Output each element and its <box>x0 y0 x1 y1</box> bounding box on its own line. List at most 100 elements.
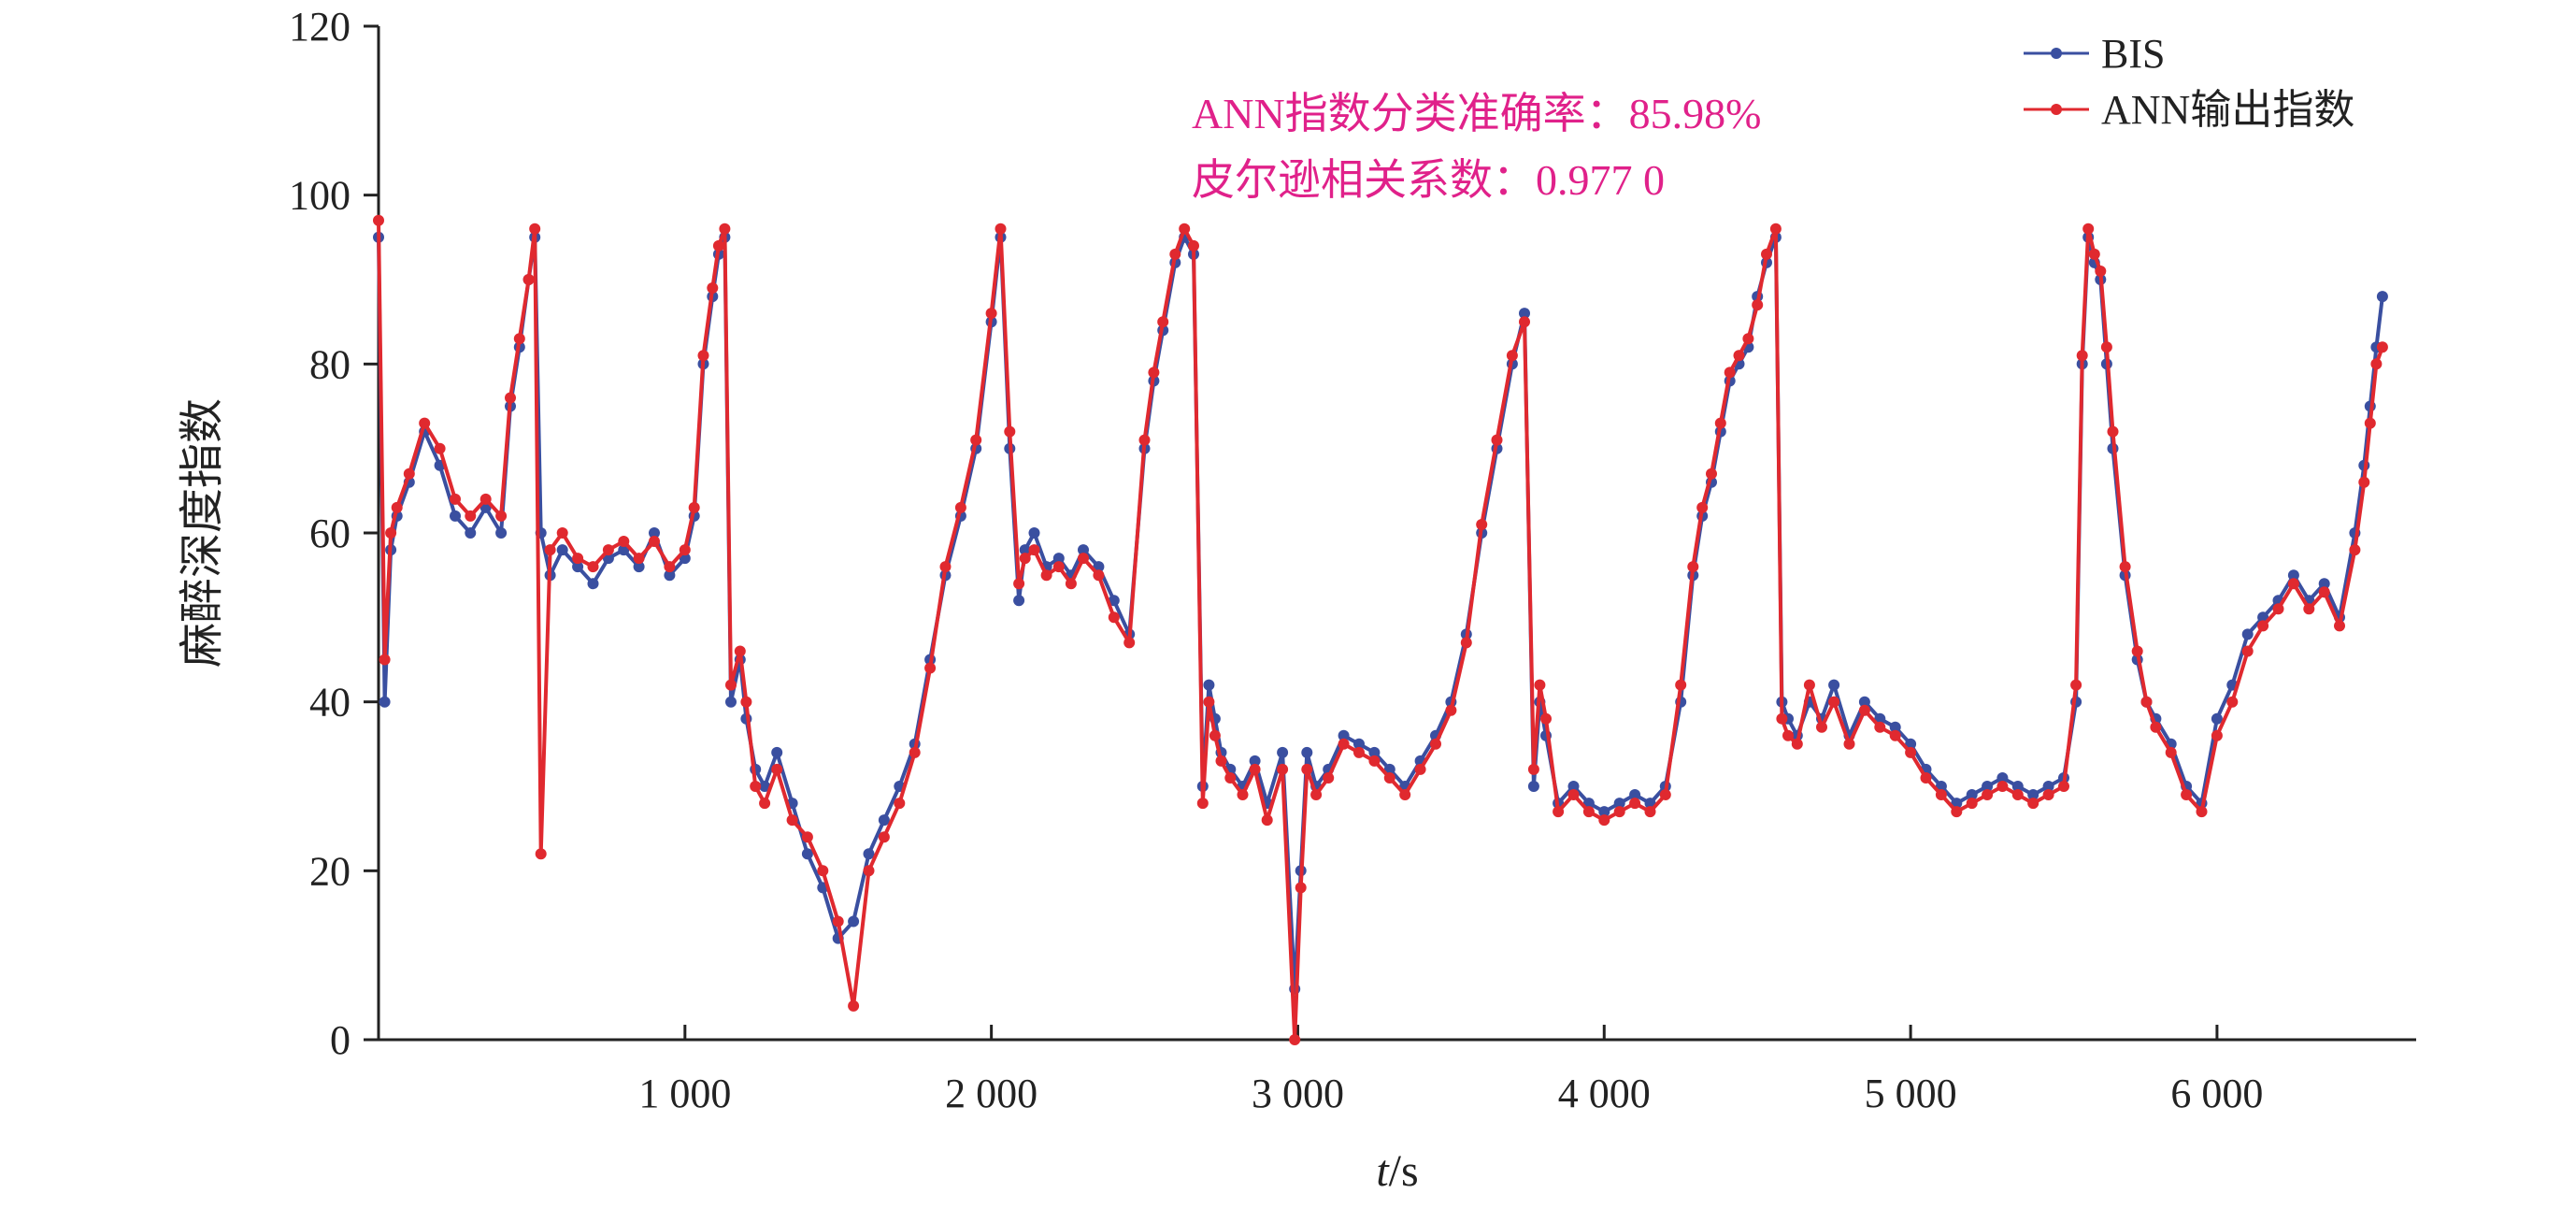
data-point <box>1659 789 1671 800</box>
data-point <box>602 544 614 556</box>
legend-label-ann: ANN输出指数 <box>2101 87 2354 133</box>
data-point <box>2376 341 2388 353</box>
data-point <box>2196 806 2208 818</box>
data-point <box>513 333 525 345</box>
data-point <box>801 831 813 843</box>
data-point <box>1249 755 1261 767</box>
data-point <box>1629 798 1641 810</box>
data-point <box>750 781 762 792</box>
data-point <box>719 223 731 235</box>
data-point <box>985 308 997 320</box>
data-point <box>734 645 746 657</box>
data-point <box>2150 721 2162 733</box>
series-bis <box>373 231 2388 995</box>
data-point <box>1383 772 1395 784</box>
data-point <box>1301 763 1313 775</box>
data-point <box>1277 746 1289 758</box>
data-point <box>1843 738 1855 750</box>
x-axis-title: t/s <box>1376 1146 1418 1196</box>
data-point <box>1196 798 1209 810</box>
data-point <box>1203 679 1215 691</box>
data-point <box>618 536 630 547</box>
data-point <box>712 239 724 252</box>
data-point <box>1353 746 1365 758</box>
data-point <box>2376 291 2388 303</box>
data-point <box>801 848 813 860</box>
data-point <box>1828 696 1840 708</box>
data-point <box>1858 704 1870 716</box>
data-point <box>1108 611 1120 624</box>
data-point <box>1527 763 1539 775</box>
data-point <box>1323 772 1335 784</box>
data-point <box>403 467 415 480</box>
data-point <box>1078 544 1089 556</box>
data-point <box>1534 679 1546 691</box>
data-point <box>1828 679 1840 691</box>
data-point <box>759 781 771 792</box>
data-point <box>697 350 709 362</box>
data-point <box>1209 729 1221 741</box>
data-point <box>688 501 700 513</box>
data-point <box>1567 789 1580 800</box>
data-point <box>2211 712 2223 725</box>
data-point <box>2076 350 2088 362</box>
data-point <box>1237 789 1249 800</box>
data-point <box>2318 586 2330 598</box>
data-point <box>1803 679 1815 691</box>
x-tick-label: 6 000 <box>2170 1071 2263 1116</box>
data-point <box>1889 729 1901 741</box>
data-point <box>2082 223 2095 235</box>
data-point <box>2334 620 2345 632</box>
data-point <box>2226 696 2239 708</box>
data-point <box>1935 789 1947 800</box>
data-point <box>771 763 783 775</box>
data-point <box>1769 223 1782 235</box>
data-point <box>1675 679 1687 691</box>
series-layer <box>373 214 2388 1045</box>
data-point <box>2370 358 2383 370</box>
data-point <box>848 999 860 1012</box>
data-point <box>1874 721 1886 733</box>
data-point <box>2287 569 2299 582</box>
data-point <box>1553 806 1565 818</box>
data-point <box>1013 595 1025 607</box>
data-point <box>572 553 584 565</box>
data-point <box>848 915 860 928</box>
data-point <box>373 214 384 226</box>
data-point <box>1816 721 1827 733</box>
data-point <box>385 527 397 539</box>
data-point <box>556 544 568 556</box>
data-point <box>1644 806 1656 818</box>
accuracy-annotation: ANN指数分类准确率：85.98% <box>1192 90 1761 137</box>
data-point <box>1028 527 1040 539</box>
data-point <box>535 848 547 860</box>
data-point <box>1078 553 1089 565</box>
data-point <box>1013 578 1025 590</box>
data-point <box>909 746 921 758</box>
x-tick-label: 1 000 <box>638 1071 731 1116</box>
data-point <box>1724 367 1736 379</box>
correlation-annotation: 皮尔逊相关系数：0.977 0 <box>1192 156 1665 204</box>
x-ticks: 1 000 2 000 3 000 4 000 5 000 6 000 <box>638 1025 2263 1116</box>
data-point <box>2358 476 2370 488</box>
y-tick-label: 120 <box>289 4 351 50</box>
data-point <box>1295 882 1307 894</box>
data-point <box>1224 772 1237 784</box>
data-point <box>1540 712 1552 725</box>
data-point <box>2140 696 2153 708</box>
data-point <box>1148 367 1160 379</box>
data-point <box>1776 712 1788 725</box>
data-point <box>1613 806 1625 818</box>
data-point <box>759 798 771 810</box>
y-tick-label: 100 <box>289 173 351 219</box>
data-point <box>832 915 844 928</box>
data-point <box>1920 772 1932 784</box>
data-point <box>1123 637 1136 649</box>
data-point <box>664 561 676 573</box>
data-point <box>633 553 645 565</box>
data-point <box>2100 341 2112 353</box>
data-point <box>970 434 982 446</box>
data-point <box>1093 569 1105 582</box>
data-point <box>1567 781 1580 792</box>
